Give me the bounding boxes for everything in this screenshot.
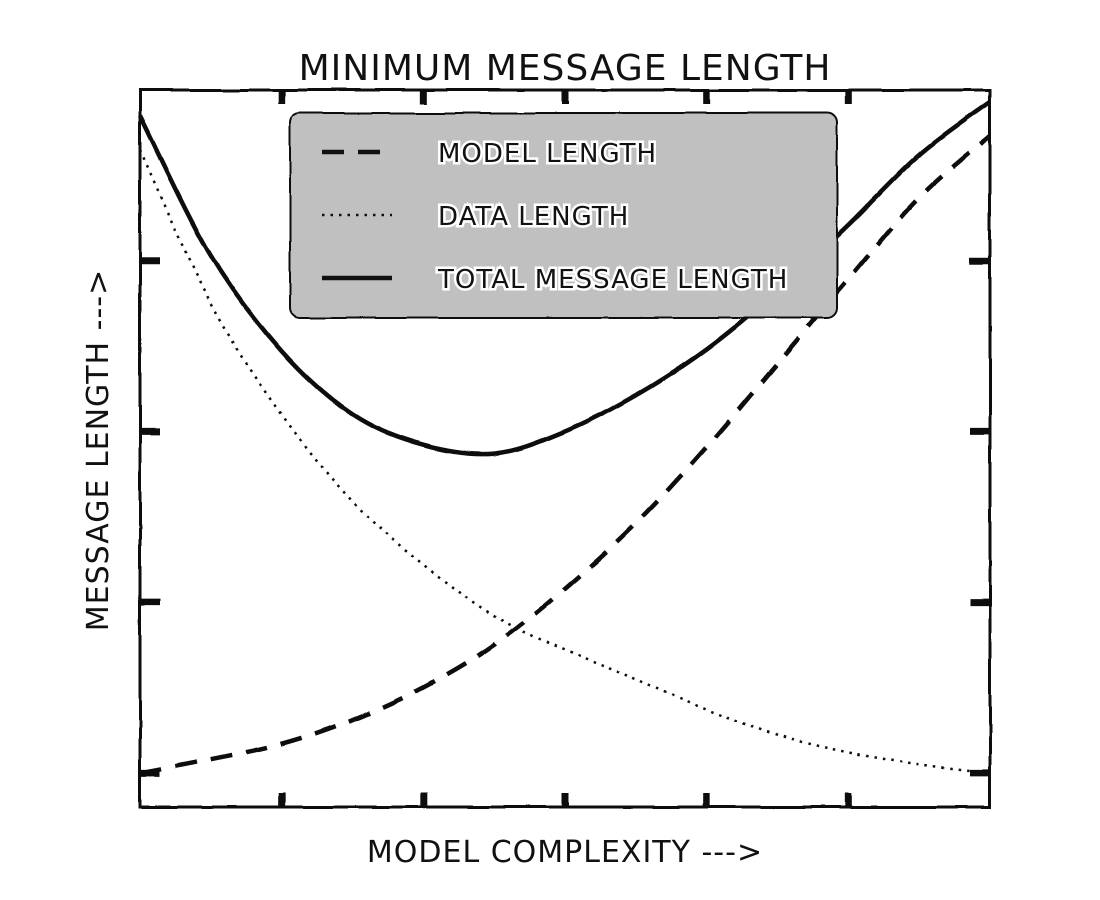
series-layer: [137, 100, 992, 776]
legend-label-data-length: DATA LENGTH: [438, 202, 629, 232]
legend-box: [289, 112, 838, 319]
legend-label-model-length: MODEL LENGTH: [438, 139, 657, 169]
series-line-total-message-length: [137, 100, 992, 457]
chart-title: MINIMUM MESSAGE LENGTH: [299, 48, 832, 89]
legend-items: MODEL LENGTH DATA LENGTH TOTAL MESSAGE LEN…: [322, 137, 790, 298]
legend: MODEL LENGTH DATA LENGTH TOTAL MESSAGE LEN…: [289, 112, 838, 319]
y-axis-label: MESSAGE LENGTH --->: [81, 269, 116, 632]
plot-area: [137, 88, 992, 809]
ticks-layer: [140, 90, 990, 807]
series-line-data-length: [138, 149, 991, 775]
legend-label-total-message-length: TOTAL MESSAGE LENGTH: [437, 265, 788, 295]
x-axis-label: MODEL COMPLEXITY --->: [367, 835, 763, 870]
series-line-model-length: [139, 134, 992, 776]
